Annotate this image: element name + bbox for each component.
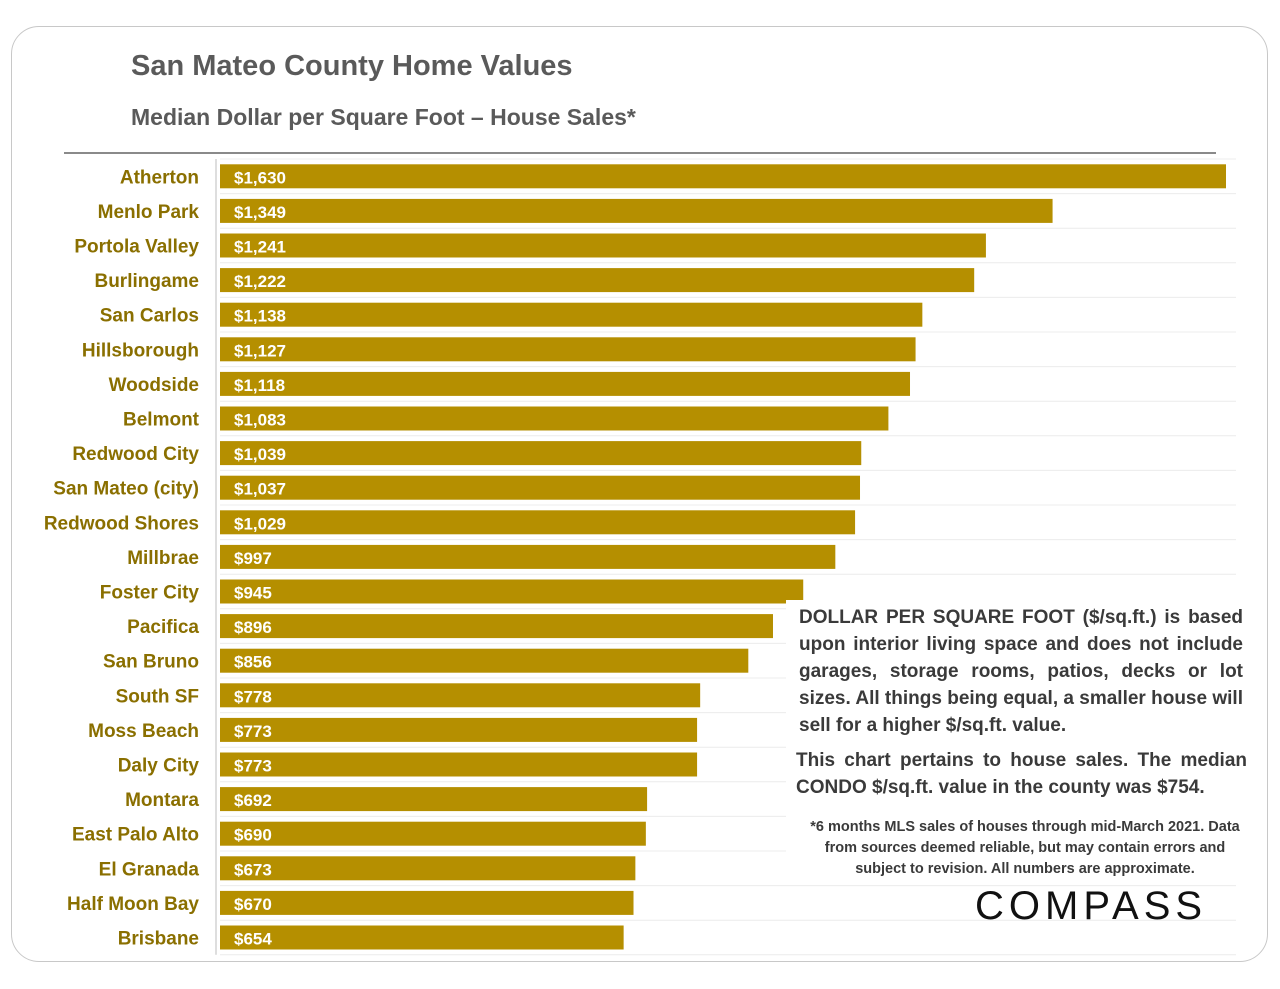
bar — [220, 752, 698, 777]
category-label: Atherton — [120, 167, 199, 188]
bar — [220, 337, 916, 362]
bar-value-label: $773 — [234, 722, 272, 741]
bar-value-label: $1,349 — [234, 203, 286, 222]
bar — [220, 648, 749, 673]
bar — [220, 856, 636, 881]
bar — [220, 371, 911, 396]
category-label: San Mateo (city) — [53, 479, 199, 500]
category-label: Brisbane — [118, 929, 199, 950]
bar — [220, 683, 701, 708]
bar-value-label: $654 — [234, 930, 272, 949]
bar — [220, 717, 698, 742]
bar-value-label: $1,127 — [234, 341, 286, 360]
definition-note: DOLLAR PER SQUARE FOOT ($/sq.ft.) is bas… — [799, 607, 1243, 736]
bar-value-label: $1,118 — [234, 376, 285, 395]
category-label: East Palo Alto — [72, 825, 199, 846]
bar-value-label: $670 — [234, 895, 272, 914]
category-label: Burlingame — [94, 271, 199, 292]
category-label: Redwood Shores — [44, 513, 199, 534]
bar-value-label: $673 — [234, 860, 272, 879]
bar — [220, 198, 1053, 223]
bar — [220, 233, 986, 258]
category-label: Menlo Park — [98, 202, 200, 223]
bar — [220, 821, 646, 846]
category-label: San Carlos — [100, 306, 199, 327]
bar-value-label: $1,630 — [234, 168, 286, 187]
category-label: Portola Valley — [74, 237, 199, 258]
category-label: Woodside — [109, 375, 199, 396]
condo-note: This chart pertains to house sales. The … — [796, 750, 1247, 798]
bar-value-label: $1,222 — [234, 272, 286, 291]
bar-value-label: $856 — [234, 653, 272, 672]
compass-logo: COMPASS — [975, 884, 1208, 928]
bar-value-label: $997 — [234, 549, 272, 568]
chart-subtitle: Median Dollar per Square Foot – House Sa… — [131, 104, 636, 130]
bar — [220, 441, 862, 466]
bar — [220, 544, 836, 569]
category-label: Pacifica — [127, 617, 199, 638]
bar — [220, 475, 861, 500]
bar — [220, 579, 804, 604]
category-label: South SF — [116, 686, 199, 707]
bar-value-label: $1,037 — [234, 480, 286, 499]
bar — [220, 268, 975, 293]
bar — [220, 787, 648, 812]
bar-value-label: $945 — [234, 584, 272, 603]
category-label: El Granada — [99, 859, 200, 880]
bar-value-label: $1,138 — [234, 307, 286, 326]
bar-value-label: $896 — [234, 618, 272, 637]
notes-panel — [786, 600, 1256, 885]
category-label: Moss Beach — [88, 721, 199, 742]
bar-value-label: $690 — [234, 826, 272, 845]
source-footnote: *6 months MLS sales of houses through mi… — [810, 819, 1240, 877]
bar-value-label: $1,039 — [234, 445, 286, 464]
title-divider — [64, 152, 1216, 154]
chart-title: San Mateo County Home Values — [131, 50, 573, 82]
bar — [220, 925, 624, 950]
category-label: Half Moon Bay — [67, 894, 199, 915]
bar — [220, 164, 1226, 189]
bar-value-label: $1,029 — [234, 514, 286, 533]
category-label: San Bruno — [103, 652, 199, 673]
category-label: Montara — [125, 790, 199, 811]
bar — [220, 302, 923, 327]
bar — [220, 406, 889, 431]
category-label: Belmont — [123, 410, 200, 431]
category-label: Redwood City — [72, 444, 199, 465]
bar-value-label: $778 — [234, 687, 272, 706]
category-label: Foster City — [100, 583, 200, 604]
category-label: Millbrae — [127, 548, 199, 569]
bar — [220, 510, 856, 535]
bar — [220, 614, 773, 639]
category-label: Hillsborough — [82, 340, 199, 361]
bar-value-label: $1,241 — [234, 238, 286, 257]
bar-value-label: $692 — [234, 791, 272, 810]
bar — [220, 890, 634, 915]
category-label: Daly City — [118, 756, 200, 777]
bar-value-label: $1,083 — [234, 411, 286, 430]
bar-value-label: $773 — [234, 757, 272, 776]
